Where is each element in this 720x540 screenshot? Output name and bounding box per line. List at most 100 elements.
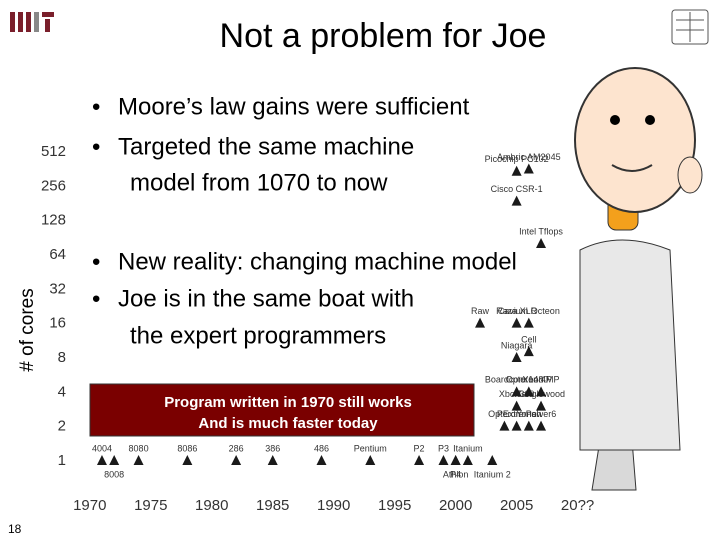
bullet-text: model from 1070 to now bbox=[130, 169, 388, 196]
data-point bbox=[438, 455, 449, 465]
bullet-text: Joe is in the same boat with bbox=[118, 285, 414, 312]
x-tick-label: 2000 bbox=[439, 497, 472, 514]
point-label: Opteron bbox=[488, 409, 521, 419]
point-label: Cavium Octeon bbox=[498, 306, 560, 316]
data-point bbox=[511, 400, 522, 411]
bullet-mark: • bbox=[92, 133, 100, 160]
bullet-text: the expert programmers bbox=[130, 322, 386, 349]
point-label: Intel Tflops bbox=[519, 226, 563, 236]
point-label: P3 bbox=[438, 443, 449, 453]
point-label: Itanium 2 bbox=[474, 469, 511, 479]
data-point bbox=[511, 352, 522, 362]
data-point bbox=[475, 317, 486, 328]
y-tick-label: 8 bbox=[58, 349, 66, 366]
x-tick-label: 1975 bbox=[134, 497, 167, 514]
data-point bbox=[231, 455, 242, 465]
y-tick-label: 2 bbox=[58, 418, 66, 435]
data-point bbox=[536, 420, 547, 431]
data-point bbox=[536, 237, 547, 248]
data-point bbox=[511, 386, 522, 397]
point-label: P4 bbox=[450, 469, 461, 479]
point-label: Picochip PC102 bbox=[485, 154, 549, 164]
point-label: Yonah bbox=[516, 409, 541, 419]
point-label: 8080 bbox=[129, 443, 149, 453]
data-point bbox=[511, 165, 522, 176]
x-tick-label: 2005 bbox=[500, 497, 533, 514]
data-point bbox=[523, 163, 534, 174]
point-label: Boardcom 1480 bbox=[485, 375, 549, 385]
bullet-text: Moore’s law gains were sufficient bbox=[118, 93, 470, 120]
point-label: PExtreme bbox=[497, 409, 537, 419]
x-tick-label: 20?? bbox=[561, 497, 594, 514]
data-point bbox=[450, 455, 461, 465]
bullet-text: New reality: changing machine model bbox=[118, 248, 517, 275]
data-point bbox=[511, 420, 522, 431]
bullet-mark: • bbox=[92, 93, 100, 120]
y-tick-label: 256 bbox=[41, 177, 66, 194]
callout-box: Program written in 1970 still works And … bbox=[89, 383, 475, 437]
x-tick-label: 1990 bbox=[317, 497, 350, 514]
callout-line: Program written in 1970 still works bbox=[164, 394, 412, 411]
joe-cartoon bbox=[574, 67, 703, 491]
point-label: Itanium bbox=[453, 443, 483, 453]
data-point bbox=[499, 420, 510, 431]
data-point bbox=[109, 455, 120, 465]
csail-logo bbox=[671, 9, 709, 45]
mit-logo bbox=[10, 12, 54, 32]
data-point bbox=[462, 455, 473, 465]
point-label: 286 bbox=[229, 443, 244, 453]
point-label: Niagara bbox=[501, 340, 533, 350]
data-point bbox=[523, 420, 534, 431]
data-point bbox=[536, 386, 547, 397]
point-label: 386 bbox=[265, 443, 280, 453]
point-label: 8086 bbox=[177, 443, 197, 453]
x-tick-label: 1970 bbox=[73, 497, 106, 514]
point-label: Pentium bbox=[354, 443, 387, 453]
y-tick-label: 32 bbox=[49, 280, 66, 297]
point-label: Raw bbox=[471, 306, 490, 316]
point-label: 4004 bbox=[92, 443, 112, 453]
point-label: Cell bbox=[521, 335, 537, 345]
point-label: Cisco CSR-1 bbox=[491, 184, 543, 194]
data-point bbox=[365, 455, 376, 465]
bullet-mark: • bbox=[92, 285, 100, 312]
point-label: 8008 bbox=[104, 469, 124, 479]
data-point bbox=[316, 455, 327, 465]
y-tick-label: 4 bbox=[58, 383, 66, 400]
bullet-mark: • bbox=[92, 248, 100, 275]
data-point bbox=[133, 455, 144, 465]
callout-line: And is much faster today bbox=[198, 415, 378, 432]
slide-number: 18 bbox=[8, 522, 22, 536]
title: Not a problem for Joe bbox=[220, 17, 547, 55]
y-tick-label: 128 bbox=[41, 212, 66, 229]
x-tick-label: 1985 bbox=[256, 497, 289, 514]
y-axis-title: # of cores bbox=[17, 288, 38, 371]
data-point bbox=[523, 346, 534, 357]
point-label: Opteron 4P bbox=[506, 375, 552, 385]
data-point bbox=[96, 455, 107, 465]
data-point bbox=[414, 455, 425, 465]
point-label: Power6 bbox=[526, 409, 557, 419]
point-label: Xeon MP bbox=[523, 375, 560, 385]
point-label: 486 bbox=[314, 443, 329, 453]
point-label: Raza XLR bbox=[496, 306, 538, 316]
point-label: Ambric AM2045 bbox=[497, 152, 561, 162]
data-point bbox=[487, 455, 498, 465]
bullets: • Moore’s law gains were sufficient • Ta… bbox=[92, 93, 517, 349]
point-label: P2 bbox=[414, 443, 425, 453]
data-point bbox=[523, 386, 534, 397]
y-tick-label: 64 bbox=[49, 246, 66, 263]
data-point bbox=[267, 455, 278, 465]
x-tick-label: 1980 bbox=[195, 497, 228, 514]
data-point bbox=[523, 317, 534, 328]
data-point bbox=[511, 317, 522, 328]
x-tick-label: 1995 bbox=[378, 497, 411, 514]
y-tick-label: 512 bbox=[41, 143, 66, 160]
data-point bbox=[182, 455, 193, 465]
point-label: Athlon bbox=[443, 469, 469, 479]
bullet-text: Targeted the same machine bbox=[118, 133, 414, 160]
data-point bbox=[511, 195, 522, 206]
data-point bbox=[536, 400, 547, 411]
